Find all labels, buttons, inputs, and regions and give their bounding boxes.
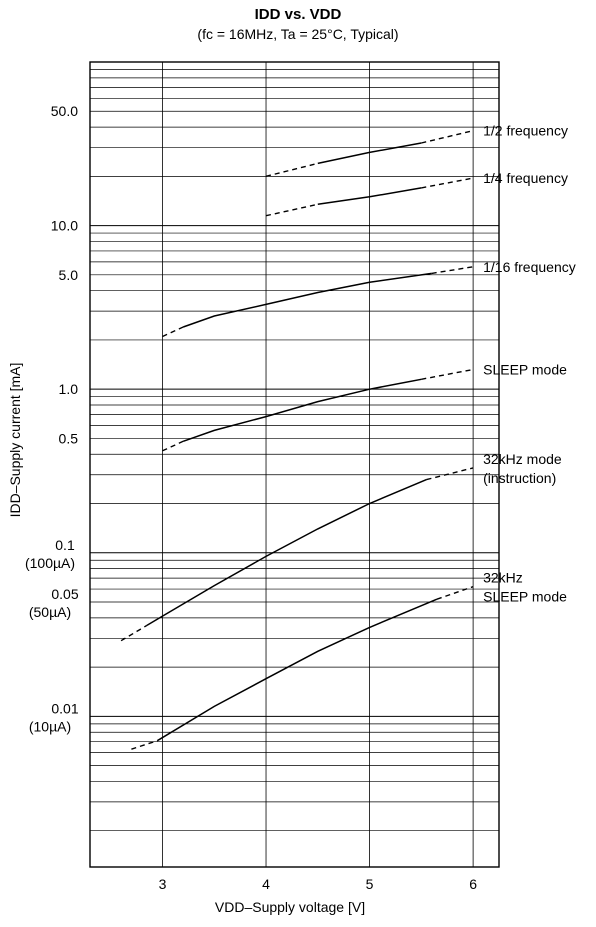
series-line-dashed-end [421, 177, 474, 189]
x-tick-label: 4 [262, 876, 270, 892]
series-line-dashed-start [265, 203, 318, 217]
series-line-dashed-end [421, 368, 474, 380]
series-line-dashed-start [162, 326, 184, 338]
series-line-solid [156, 598, 438, 742]
series-label: 32kHz [483, 570, 523, 586]
chart-title: IDD vs. VDD [254, 6, 342, 23]
y-tick-label: 1.0 [59, 381, 79, 397]
series-label: 1/2 frequency [483, 123, 568, 139]
y-tick-label-secondary: (50µA) [29, 604, 71, 620]
y-tick-label-secondary: (100µA) [25, 555, 75, 571]
series-line-solid [146, 478, 427, 627]
series-label: (instruction) [483, 470, 556, 486]
x-tick-label: 5 [366, 876, 374, 892]
series-line-solid [182, 272, 432, 328]
series-line-dashed-start [265, 162, 318, 177]
series-line-dashed-start [162, 440, 184, 452]
y-tick-label: 10.0 [51, 218, 78, 234]
y-tick-label: 0.05 [51, 586, 78, 602]
series-label: 1/4 frequency [483, 170, 568, 186]
series-line-dashed-end [421, 130, 474, 144]
y-tick-label: 0.1 [55, 537, 75, 553]
x-tick-labels: 3 4 5 6 [159, 876, 478, 892]
x-axis-label: VDD–Supply voltage [V] [215, 899, 365, 915]
series-label: 32kHz mode [483, 451, 562, 467]
series-label: SLEEP mode [483, 361, 567, 377]
y-axis-label: IDD–Supply current [mA] [7, 363, 23, 518]
series-label: SLEEP mode [483, 589, 567, 605]
y-tick-labels: 50.0 10.0 5.0 1.0 0.5 0.1 (100µA) 0.05 (50µA) 0.0… [25, 103, 79, 734]
y-tick-label: 0.01 [51, 700, 78, 716]
series-label: 1/16 frequency [483, 259, 576, 275]
chart-subtitle: (fc = 16MHz, Ta = 25°C, Typical) [197, 26, 399, 42]
series-lines [120, 130, 474, 750]
series-line-dashed-end [426, 467, 474, 481]
series-line-solid [317, 187, 422, 206]
grid [90, 62, 499, 867]
y-tick-label: 50.0 [51, 103, 78, 119]
y-tick-label-secondary: (10µA) [29, 718, 71, 734]
series-line-solid [182, 378, 422, 443]
series-line-dashed-end [431, 266, 474, 275]
x-tick-label: 6 [469, 876, 477, 892]
y-tick-label: 0.5 [59, 430, 79, 446]
series-labels: 1/2 frequency 1/4 frequency 1/16 frequency… [483, 123, 576, 605]
x-tick-label: 3 [159, 876, 167, 892]
series-line-solid [317, 142, 422, 165]
series-line-dashed-start [131, 740, 158, 750]
plot-frame [89, 61, 500, 868]
series-line-dashed-end [436, 586, 474, 600]
series-line-dashed-start [120, 624, 148, 642]
y-tick-label: 5.0 [59, 267, 79, 283]
